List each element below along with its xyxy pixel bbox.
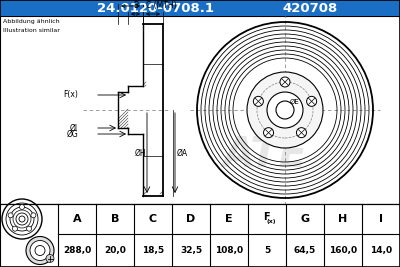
Circle shape: [296, 128, 306, 138]
Text: C (MTH): C (MTH): [146, 1, 176, 10]
Text: (x): (x): [266, 218, 276, 223]
Circle shape: [19, 216, 25, 222]
Circle shape: [247, 72, 323, 148]
Text: ØI: ØI: [70, 124, 78, 132]
Text: 20,0: 20,0: [104, 246, 126, 255]
Circle shape: [31, 213, 36, 218]
Text: 24.0120-0708.1: 24.0120-0708.1: [96, 2, 214, 14]
Circle shape: [16, 213, 28, 225]
Text: F: F: [263, 212, 269, 222]
Text: Abbildung ähnlich: Abbildung ähnlich: [3, 19, 60, 25]
Bar: [0, 0, 400, 16]
Text: C: C: [149, 214, 157, 224]
Circle shape: [253, 96, 263, 106]
Text: B: B: [111, 214, 119, 224]
Bar: [0, 16, 400, 204]
Text: ØE: ØE: [290, 99, 300, 105]
Circle shape: [12, 226, 18, 231]
Text: B: B: [133, 1, 138, 10]
Circle shape: [307, 96, 317, 106]
Text: ØH: ØH: [134, 148, 146, 158]
Text: F(x): F(x): [63, 91, 78, 100]
Text: I: I: [379, 214, 383, 224]
Text: Illustration similar: Illustration similar: [3, 28, 60, 33]
Circle shape: [46, 254, 54, 262]
Text: 64,5: 64,5: [294, 246, 316, 255]
Text: 18,5: 18,5: [142, 246, 164, 255]
Text: 32,5: 32,5: [180, 246, 202, 255]
Circle shape: [264, 128, 274, 138]
Circle shape: [26, 237, 54, 265]
Circle shape: [20, 205, 24, 210]
Text: A: A: [73, 214, 81, 224]
Text: E: E: [225, 214, 233, 224]
Text: 14,0: 14,0: [370, 246, 392, 255]
Text: 5: 5: [264, 246, 270, 255]
Circle shape: [276, 101, 294, 119]
Circle shape: [26, 226, 32, 231]
Text: ØG: ØG: [66, 129, 78, 139]
Text: D: D: [128, 0, 134, 2]
Text: 420708: 420708: [282, 2, 338, 14]
Circle shape: [267, 92, 303, 128]
Text: D: D: [186, 214, 196, 224]
Circle shape: [30, 241, 50, 261]
Circle shape: [280, 77, 290, 87]
Text: ATE: ATE: [222, 134, 308, 176]
Text: 108,0: 108,0: [215, 246, 243, 255]
Text: H: H: [338, 214, 348, 224]
Circle shape: [35, 245, 45, 256]
Circle shape: [8, 213, 13, 218]
Text: 160,0: 160,0: [329, 246, 357, 255]
Text: 288,0: 288,0: [63, 246, 91, 255]
Text: G: G: [300, 214, 310, 224]
Text: ØA: ØA: [177, 148, 188, 158]
Bar: [0, 204, 400, 267]
